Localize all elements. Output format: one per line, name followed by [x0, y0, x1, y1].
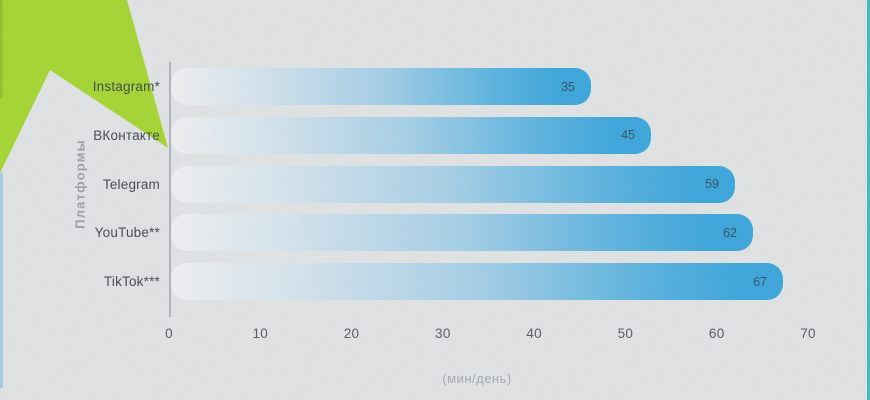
bar-value-instagram: 35 [561, 79, 575, 94]
bar-vkontakte: 45 [171, 116, 651, 154]
bar-tiktok: 67 [171, 263, 783, 301]
bar-value-vkontakte: 45 [621, 128, 635, 143]
bar-value-youtube: 62 [723, 225, 737, 240]
x-axis-title: (мин/день) [442, 371, 512, 386]
bar-row-instagram: Instagram* 35 [0, 68, 870, 106]
bar-row-telegram: Telegram 59 [0, 165, 870, 204]
x-tick-label: 50 [617, 326, 634, 341]
bar-telegram: 59 [171, 165, 735, 203]
bar-row-tiktok: TikTok*** 67 [0, 263, 870, 301]
category-label-instagram: Instagram* [92, 79, 160, 94]
x-tick-label: 20 [343, 326, 360, 341]
bar-row-youtube: YouTube** 62 [0, 214, 870, 252]
category-label-vkontakte: ВКонтакте [93, 127, 160, 143]
x-tick-label: 0 [165, 326, 173, 341]
category-label-telegram: Telegram [102, 176, 160, 192]
x-tick-label: 30 [435, 326, 451, 341]
bar-value-tiktok: 67 [753, 274, 767, 289]
bar-youtube: 62 [171, 214, 753, 252]
bar-instagram: 35 [171, 68, 591, 105]
category-label-tiktok: TikTok*** [103, 274, 160, 290]
category-label-youtube: YouTube** [94, 225, 160, 241]
bar-value-telegram: 59 [705, 177, 719, 192]
x-tick-label: 60 [708, 326, 725, 341]
x-tick-label: 10 [252, 326, 269, 341]
bar-row-vkontakte: ВКонтакте 45 [0, 116, 870, 155]
x-tick-label: 40 [526, 326, 542, 341]
x-tick-label: 70 [800, 326, 816, 341]
